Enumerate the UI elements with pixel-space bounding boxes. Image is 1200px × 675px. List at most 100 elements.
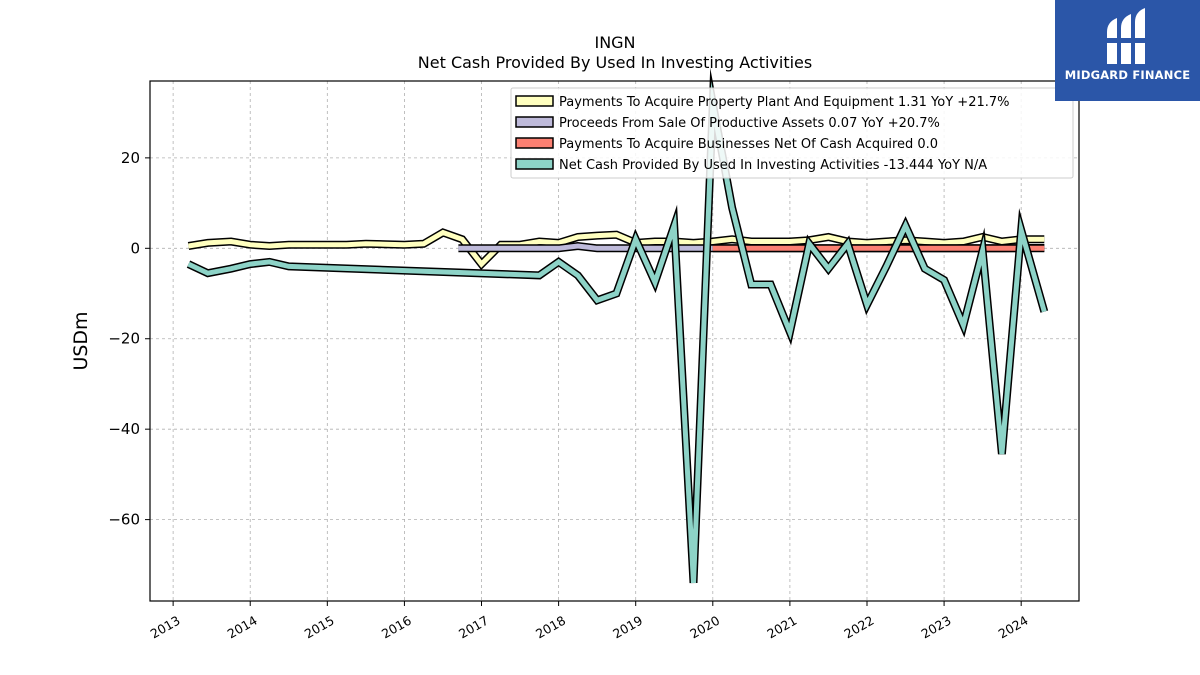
legend-swatch (515, 95, 554, 107)
data-point (672, 223, 677, 228)
data-point (479, 246, 484, 251)
data-point (537, 246, 542, 251)
x-tick-label: 2021 (764, 613, 799, 642)
data-point (768, 239, 773, 244)
data-point (922, 239, 927, 244)
data-point (306, 242, 311, 247)
data-point (595, 246, 600, 251)
data-point (1042, 246, 1047, 251)
data-point (286, 242, 291, 247)
data-point (248, 262, 253, 267)
data-point (614, 246, 619, 251)
logo-mark-icon (1105, 8, 1149, 64)
data-point (999, 452, 1004, 457)
data-point (710, 246, 715, 251)
data-point (787, 239, 792, 244)
y-axis: 20 0 −20 −40 −60 (108, 149, 150, 529)
data-point (826, 266, 831, 271)
data-point (229, 239, 234, 244)
data-point (999, 239, 1004, 244)
data-point (479, 262, 484, 267)
data-point (421, 241, 426, 246)
x-tick-label: 2023 (919, 613, 954, 642)
data-point (186, 244, 191, 249)
data-point (768, 282, 773, 287)
data-point (961, 323, 966, 328)
legend-entry: Net Cash Provided By Used In Investing A… (559, 158, 987, 173)
legend-entry: Proceeds From Sale Of Productive Assets … (559, 116, 940, 131)
legend-box (510, 87, 1074, 179)
data-point (518, 246, 523, 251)
data-point (807, 241, 812, 246)
data-point (575, 273, 580, 278)
legend-swatch (515, 137, 554, 149)
legend-swatch (515, 116, 554, 128)
data-point (961, 239, 966, 244)
x-tick-label: 2017 (456, 613, 491, 642)
data-point (363, 241, 368, 246)
data-point (884, 239, 889, 244)
data-point (922, 266, 927, 271)
data-point (1042, 309, 1047, 314)
data-point (942, 278, 947, 283)
data-point (903, 223, 908, 228)
x-tick-label: 2016 (379, 613, 414, 642)
data-point (980, 248, 985, 253)
data-point (691, 580, 696, 585)
y-tick-label: −20 (108, 330, 140, 348)
data-point (595, 233, 600, 238)
x-tick-label: 2018 (533, 613, 568, 642)
data-point (267, 259, 272, 264)
plot-frame (149, 80, 1080, 602)
y-tick-label: −60 (108, 511, 140, 529)
data-point (691, 246, 696, 251)
y-tick-label: 0 (130, 239, 140, 257)
y-axis-label: USDm (70, 311, 92, 370)
data-point (633, 237, 638, 242)
data-point (653, 239, 658, 244)
data-point (267, 244, 272, 249)
data-point (498, 246, 503, 251)
data-point (344, 242, 349, 247)
brand-logo: MIDGARD FINANCE (1055, 0, 1200, 101)
chart-title: INGN (594, 33, 635, 52)
data-point (653, 280, 658, 285)
data-point (556, 259, 561, 264)
series-group (186, 67, 1049, 585)
data-point (653, 246, 658, 251)
series-3 (710, 244, 1047, 253)
x-tick-label: 2019 (610, 613, 645, 642)
data-point (441, 230, 446, 235)
series-4 (186, 67, 1049, 585)
x-tick-label: 2024 (996, 613, 1031, 642)
data-point (537, 239, 542, 244)
data-point (614, 232, 619, 237)
data-point (865, 302, 870, 307)
data-point (537, 273, 542, 278)
x-tick-label: 2013 (148, 613, 183, 642)
y-tick-label: −40 (108, 420, 140, 438)
data-point (884, 264, 889, 269)
legend-entry: Payments To Acquire Businesses Net Of Ca… (559, 137, 938, 152)
data-point (730, 205, 735, 210)
data-point (749, 239, 754, 244)
data-point (383, 242, 388, 247)
data-point (205, 240, 210, 245)
x-tick-label: 2022 (841, 613, 876, 642)
data-point (787, 330, 792, 335)
x-tick-label: 2020 (687, 613, 722, 642)
data-point (1042, 237, 1047, 242)
data-point (186, 262, 191, 267)
legend: Payments To Acquire Property Plant And E… (510, 87, 1074, 179)
x-tick-label: 2014 (225, 613, 260, 642)
data-point (286, 264, 291, 269)
data-point (575, 235, 580, 240)
data-point (1019, 228, 1024, 233)
data-point (845, 241, 850, 246)
data-point (826, 235, 831, 240)
data-point (614, 291, 619, 296)
data-point (402, 242, 407, 247)
data-point (456, 246, 461, 251)
data-point (730, 237, 735, 242)
